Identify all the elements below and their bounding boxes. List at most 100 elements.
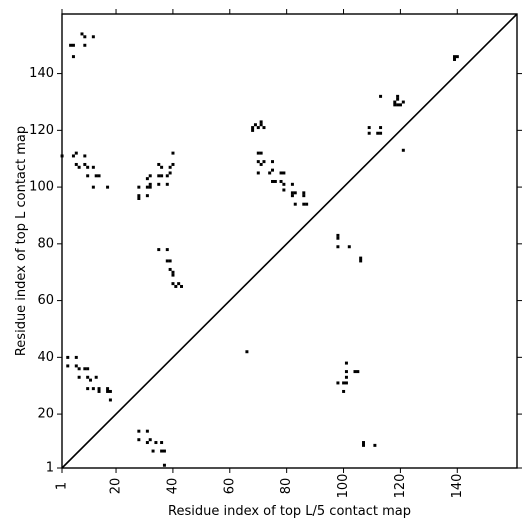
y-tick-label: 20 bbox=[37, 407, 54, 422]
contact-point bbox=[160, 449, 164, 453]
contact-point bbox=[379, 126, 383, 130]
contact-point bbox=[86, 165, 90, 169]
contact-point bbox=[282, 171, 286, 175]
contact-point bbox=[271, 168, 275, 172]
contact-point bbox=[373, 443, 377, 447]
contact-point bbox=[83, 367, 87, 371]
contact-point bbox=[262, 126, 266, 130]
contact-point bbox=[259, 120, 263, 124]
contact-point bbox=[453, 55, 457, 59]
contact-point bbox=[165, 174, 169, 178]
contact-point bbox=[259, 151, 263, 155]
contact-point bbox=[157, 248, 161, 252]
contact-point bbox=[168, 165, 172, 169]
contact-point bbox=[293, 202, 297, 206]
contact-point bbox=[251, 128, 255, 132]
contact-point bbox=[268, 171, 272, 175]
contact-point bbox=[396, 94, 400, 98]
contact-point bbox=[148, 174, 152, 178]
contact-point bbox=[376, 131, 380, 135]
contact-point bbox=[162, 463, 166, 467]
contact-point bbox=[86, 375, 90, 379]
contact-point bbox=[336, 236, 340, 240]
contact-point bbox=[108, 389, 112, 393]
contact-point bbox=[379, 131, 383, 135]
contact-point bbox=[165, 182, 169, 186]
y-tick-label: 140 bbox=[29, 66, 54, 81]
contact-point bbox=[106, 389, 110, 393]
contact-point bbox=[71, 55, 75, 59]
contact-point bbox=[91, 185, 95, 189]
contact-point bbox=[279, 179, 283, 183]
contact-point bbox=[137, 429, 141, 433]
contact-point bbox=[148, 182, 152, 186]
contact-point bbox=[91, 387, 95, 391]
contact-point bbox=[94, 174, 98, 178]
contact-point bbox=[91, 35, 95, 39]
contact-point bbox=[273, 179, 277, 183]
contact-point bbox=[455, 55, 459, 59]
x-tick-label: 100 bbox=[336, 474, 351, 499]
contact-point bbox=[396, 97, 400, 101]
contact-point bbox=[77, 375, 81, 379]
contact-point bbox=[344, 375, 348, 379]
contact-point bbox=[83, 35, 87, 39]
contact-point bbox=[359, 259, 363, 263]
contact-point bbox=[379, 94, 383, 98]
x-tick-label: 80 bbox=[279, 478, 294, 495]
contact-point bbox=[282, 182, 286, 186]
contact-point bbox=[344, 381, 348, 385]
x-axis-label: Residue index of top L/5 contact map bbox=[168, 504, 411, 519]
contact-point bbox=[83, 43, 87, 47]
contact-point bbox=[453, 57, 457, 61]
contact-point bbox=[145, 177, 149, 181]
contact-point bbox=[148, 185, 152, 189]
data-points bbox=[60, 32, 459, 467]
contact-point bbox=[367, 131, 371, 135]
contact-point bbox=[106, 387, 110, 391]
contact-point bbox=[137, 438, 141, 442]
contact-point bbox=[86, 387, 90, 391]
contact-point bbox=[290, 182, 294, 186]
contact-point bbox=[137, 194, 141, 198]
x-tick-label: 140 bbox=[450, 474, 465, 499]
diagonal-line bbox=[61, 13, 518, 469]
contact-point bbox=[83, 162, 87, 166]
contact-point bbox=[356, 370, 360, 374]
contact-point bbox=[367, 126, 371, 130]
contact-point bbox=[145, 185, 149, 189]
contact-point bbox=[97, 387, 101, 391]
contact-point bbox=[160, 174, 164, 178]
contact-point bbox=[336, 381, 340, 385]
contact-point bbox=[74, 364, 78, 368]
contact-point bbox=[180, 284, 184, 288]
contact-point bbox=[171, 151, 175, 155]
contact-point bbox=[256, 160, 260, 164]
contact-point bbox=[171, 282, 175, 286]
contact-point bbox=[336, 245, 340, 249]
contact-point bbox=[398, 103, 402, 107]
contact-point bbox=[401, 148, 405, 152]
contact-point bbox=[154, 441, 158, 445]
contact-point bbox=[359, 256, 363, 260]
contact-point bbox=[157, 162, 161, 166]
contact-point bbox=[91, 165, 95, 169]
contact-point bbox=[290, 194, 294, 198]
contact-point bbox=[262, 160, 266, 164]
contact-point bbox=[282, 188, 286, 192]
contact-point bbox=[151, 449, 155, 453]
contact-point bbox=[77, 165, 81, 169]
contact-point bbox=[396, 103, 400, 107]
contact-point bbox=[259, 162, 263, 166]
x-tick-label: 20 bbox=[109, 478, 124, 495]
contact-point bbox=[106, 185, 110, 189]
contact-point bbox=[145, 194, 149, 198]
y-tick-label: 60 bbox=[37, 293, 54, 308]
contact-point bbox=[245, 350, 249, 354]
contact-point bbox=[177, 282, 181, 286]
contact-point bbox=[77, 367, 81, 371]
contact-point bbox=[86, 174, 90, 178]
contact-point bbox=[94, 375, 98, 379]
contact-point bbox=[74, 162, 78, 166]
